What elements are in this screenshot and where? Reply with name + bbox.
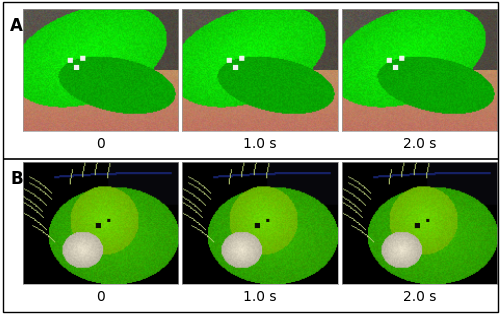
Text: 2.0 s: 2.0 s (403, 290, 436, 304)
Text: 0: 0 (96, 137, 104, 151)
Text: 2.0 s: 2.0 s (403, 137, 436, 151)
Text: B: B (10, 170, 22, 188)
Text: 0: 0 (96, 290, 104, 304)
Text: 1.0 s: 1.0 s (243, 290, 276, 304)
Text: 1.0 s: 1.0 s (243, 137, 276, 151)
Text: A: A (10, 17, 23, 35)
